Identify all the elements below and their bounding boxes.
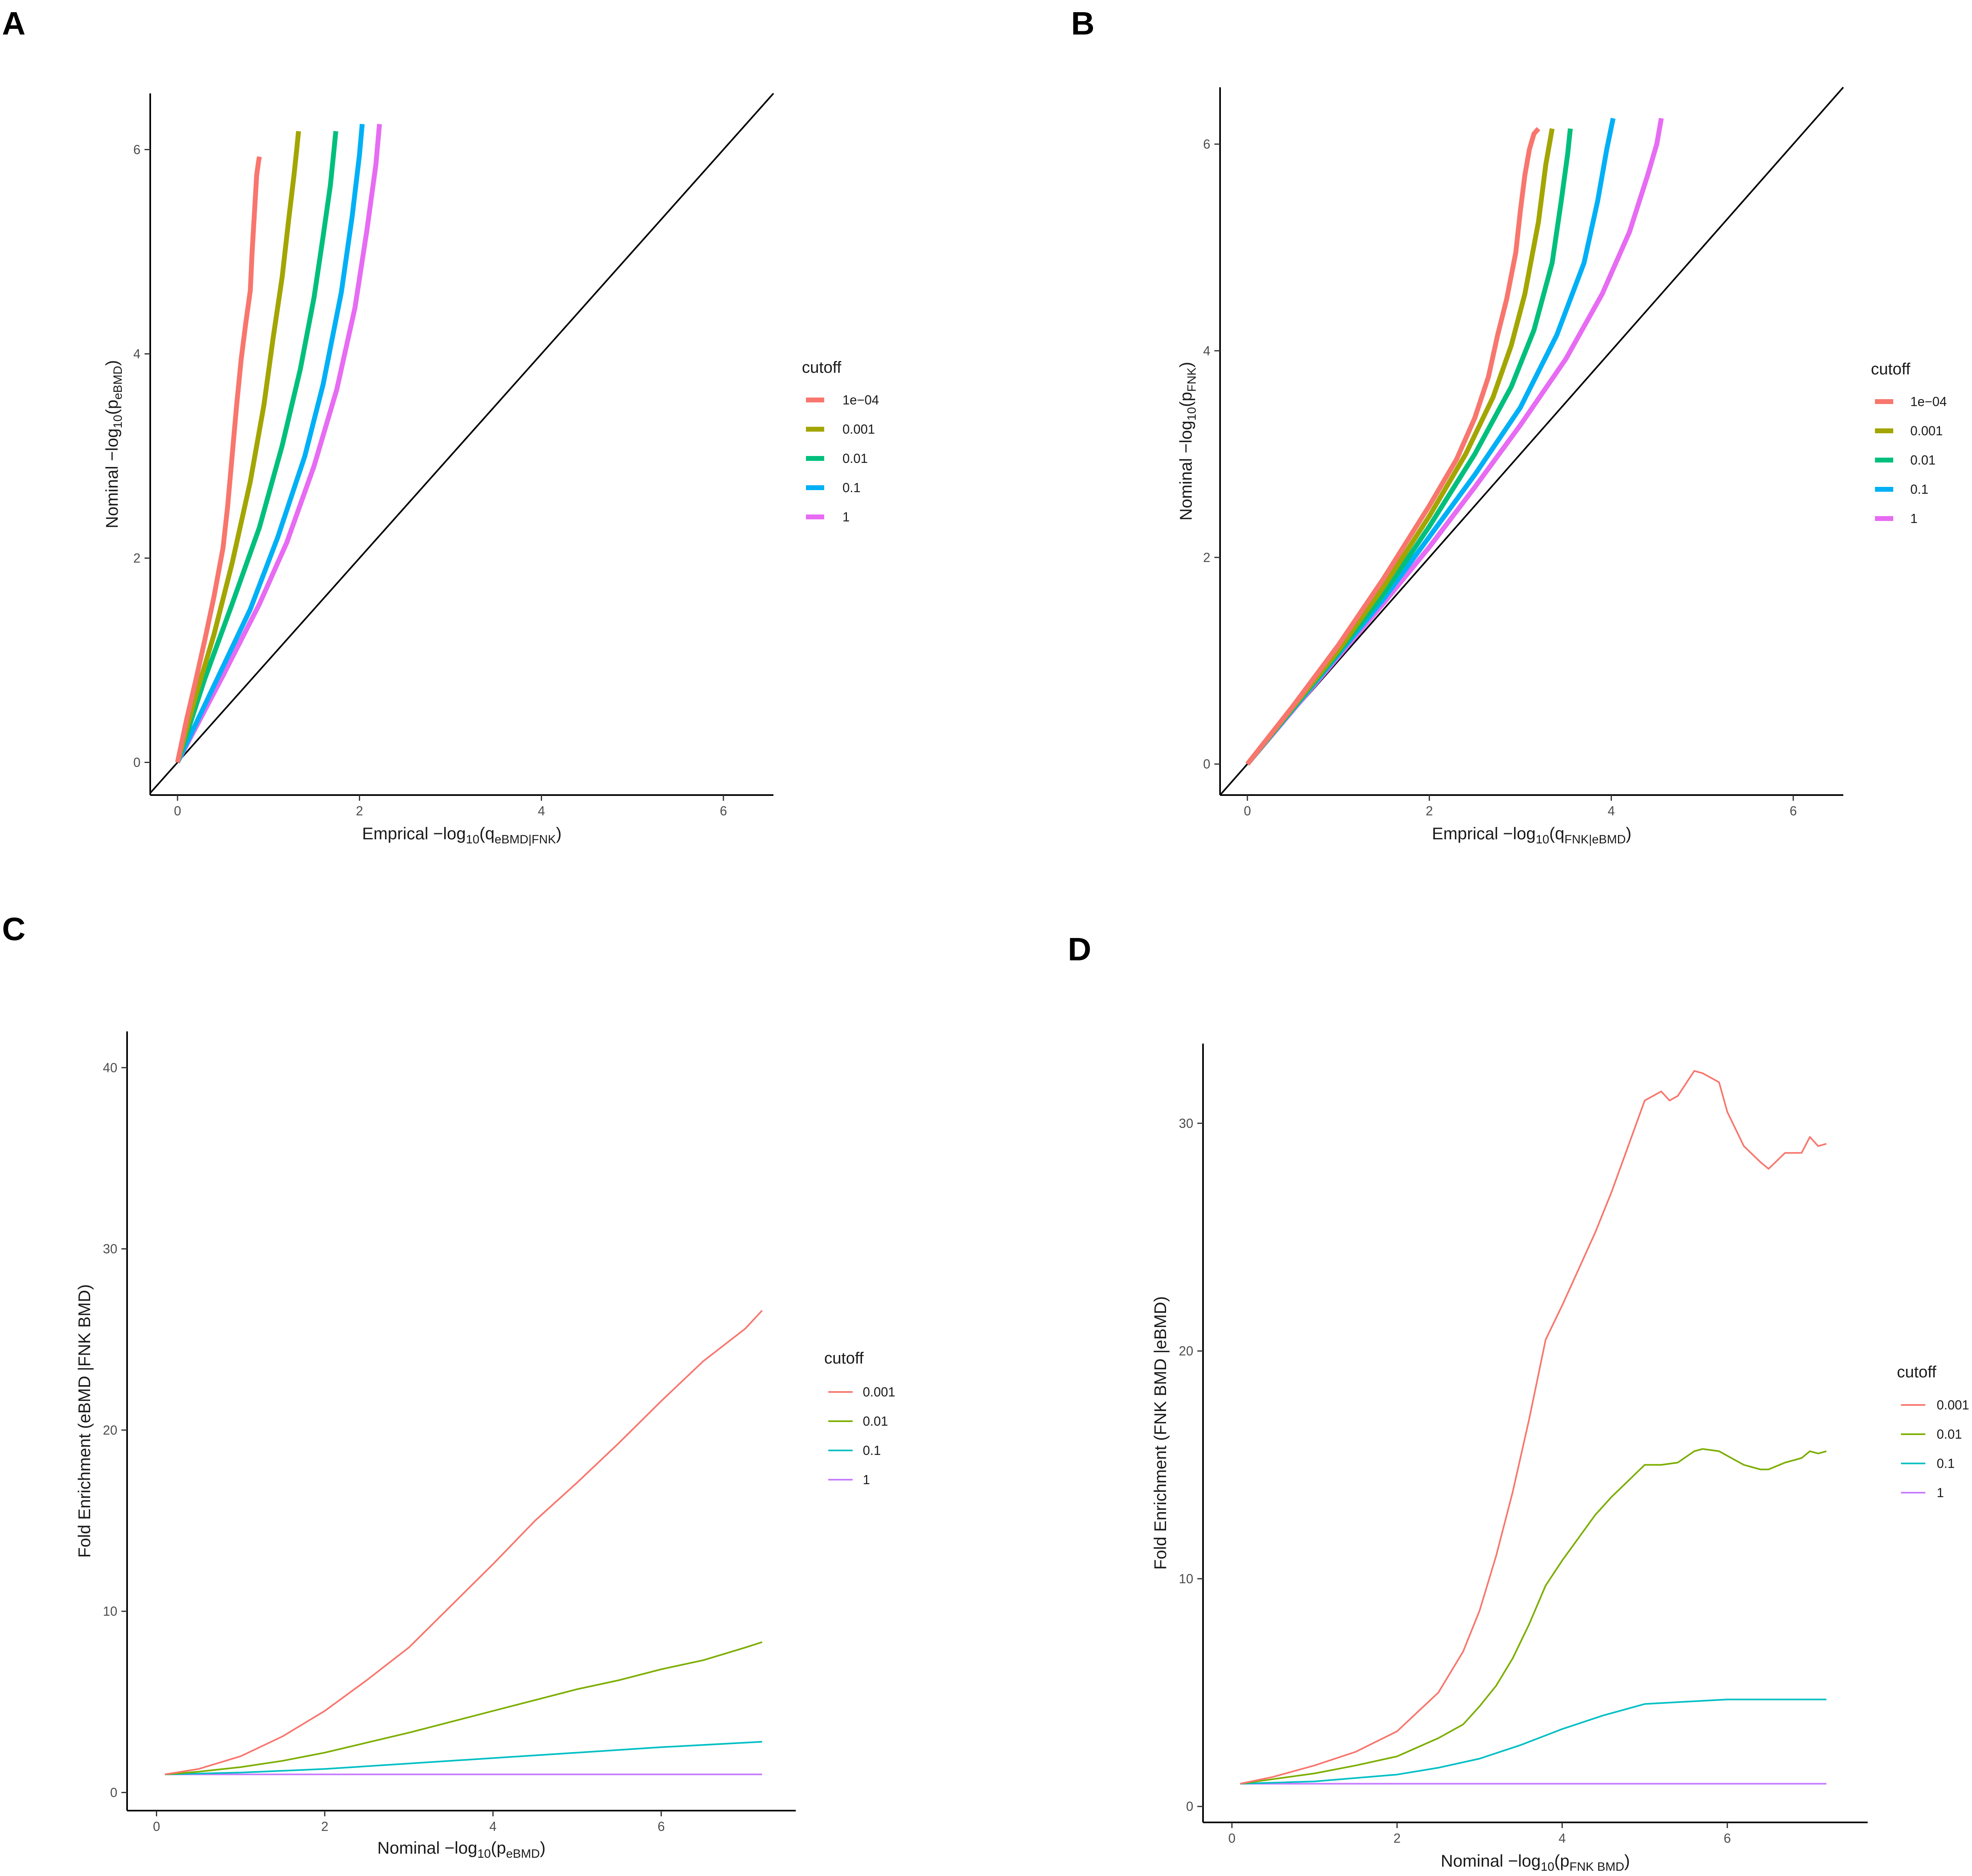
panel-a: A 0 2 4 6 0 2 4 6 Emprical −log10(qeBMD|FNK) Nomin… [2,5,879,846]
x-tick-label: 0 [1244,804,1251,818]
legend-title: cutoff [1871,360,1911,378]
panel-letter: C [2,911,26,947]
x-tick-label: 6 [1724,1831,1731,1846]
panel-d: D 0 2 4 6 0 10 20 30 Nominal −log10(pFNK BMD) Fold… [1068,931,1969,1874]
panel-letter: D [1068,931,1091,967]
legend-label: 0.1 [863,1443,881,1458]
legend-label: 0.001 [1910,424,1943,438]
legend-label: 0.001 [842,422,875,437]
legend-label: 0.001 [863,1385,895,1399]
x-tick-label: 0 [153,1819,160,1834]
x-tick-label: 6 [658,1819,665,1834]
panel-b: B 0 2 4 6 0 2 4 6 Emprical −log10(qFNK|eBMD) Nomin… [1071,5,1947,846]
legend-title: cutoff [1897,1363,1937,1381]
legend-label: 1e−04 [1910,394,1947,409]
legend-label: 1 [1910,511,1918,526]
x-tick-label: 4 [538,804,545,818]
reference-diagonal [150,93,774,794]
legend-label: 0.01 [863,1414,888,1429]
plot-area [1240,1070,1827,1785]
y-tick-label: 20 [103,1423,117,1437]
y-tick-label: 2 [1203,550,1210,565]
y-tick-label: 0 [1186,1799,1193,1814]
y-tick-label: 0 [110,1785,117,1800]
plot-area [1220,86,1844,795]
y-tick-label: 2 [133,551,140,565]
legend-label: 0.01 [842,451,868,466]
y-tick-label: 0 [1203,757,1210,772]
legend-label: 1 [842,510,850,524]
x-tick-label: 6 [720,804,727,818]
panel-letter: A [2,5,26,41]
series-line-1e-04 [175,156,262,763]
x-axis-title: Nominal −log10(peBMD) [377,1838,545,1861]
series-line-1 [175,123,382,764]
series-line-0-001 [1245,128,1555,766]
x-tick-label: 2 [1393,1831,1401,1846]
series-line-1e-04 [1245,127,1540,766]
series-line-0-01 [175,131,339,763]
y-tick-label: 10 [103,1604,117,1619]
series-line-0-1 [1240,1699,1827,1785]
legend-label: 0.1 [1910,482,1928,497]
y-tick-label: 20 [1179,1344,1193,1358]
y-axis-title: Nominal −log10(peBMD) [102,360,125,528]
y-tick-label: 6 [1203,137,1210,151]
legend-label: 0.01 [1937,1427,1962,1442]
legend-title: cutoff [824,1349,864,1367]
y-tick-label: 10 [1179,1571,1193,1586]
legend-title: cutoff [802,359,842,376]
series-line-0-1 [165,1741,762,1775]
legend: cutoff 1e−04 0.001 0.01 0.1 1 [1871,360,1947,526]
legend: cutoff 0.001 0.01 0.1 1 [1897,1363,1969,1500]
legend-label: 0.001 [1937,1398,1969,1412]
legend: cutoff 1e−04 0.001 0.01 0.1 1 [802,359,879,524]
y-tick-label: 0 [133,755,140,770]
series-line-0-001 [1240,1070,1827,1785]
legend-label: 1 [1937,1485,1944,1500]
panel-letter: B [1071,5,1095,41]
series-line-0-001 [175,131,301,763]
x-tick-label: 4 [489,1819,497,1834]
y-tick-label: 4 [133,346,140,361]
y-tick-label: 40 [103,1060,117,1075]
legend-label: 0.1 [1937,1456,1955,1471]
legend: cutoff 0.001 0.01 0.1 1 [824,1349,895,1487]
x-tick-label: 2 [356,804,363,818]
x-tick-label: 6 [1790,804,1797,818]
series-line-0-01 [1245,128,1573,766]
legend-label: 0.01 [1910,453,1935,467]
x-tick-label: 0 [1228,1831,1235,1846]
plot-area [164,1310,763,1775]
x-tick-label: 4 [1559,1831,1566,1846]
x-tick-label: 4 [1608,804,1615,818]
legend-label: 1 [863,1472,870,1487]
y-axis-title: Fold Enrichment (eBMD |FNK BMD) [75,1284,94,1558]
series-line-0-001 [164,1310,763,1775]
series-line-0-1 [175,123,365,764]
y-tick-label: 6 [133,142,140,157]
y-axis-title: Fold Enrichment (FNK BMD |eBMD) [1151,1296,1170,1570]
x-tick-label: 0 [174,804,181,818]
y-tick-label: 4 [1203,344,1210,358]
x-axis-title: Emprical −log10(qeBMD|FNK) [362,824,562,846]
series-line-1 [1245,118,1664,766]
x-tick-label: 2 [1426,804,1433,818]
y-tick-label: 30 [103,1242,117,1256]
panel-c: C 0 2 4 6 0 10 20 30 40 Nominal −log10(peBMD) Fold … [2,911,895,1861]
plot-area [150,93,774,794]
legend-label: 0.1 [842,480,860,495]
y-axis-title: Nominal −log10(pFNK) [1176,362,1199,521]
series-line-0-01 [1240,1448,1827,1785]
y-tick-label: 30 [1179,1116,1193,1130]
x-axis-title: Emprical −log10(qFNK|eBMD) [1432,824,1632,846]
legend-label: 1e−04 [842,393,879,407]
x-tick-label: 2 [321,1819,328,1834]
x-axis-title: Nominal −log10(pFNK BMD) [1441,1851,1630,1874]
series-line-0-01 [165,1641,762,1775]
